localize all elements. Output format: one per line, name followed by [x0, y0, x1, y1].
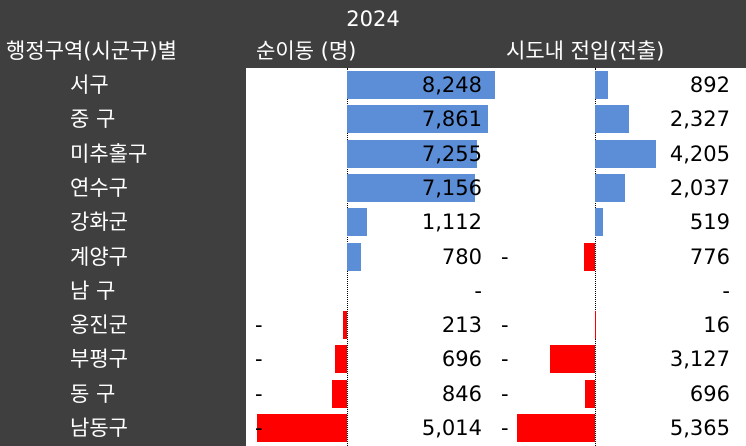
intra-move-value: 2,327 — [669, 107, 730, 132]
net-migration-value: 780 — [441, 244, 482, 269]
intra-move-bar — [595, 105, 629, 134]
intra-move-bar — [583, 242, 595, 271]
intra-move-bar — [517, 414, 595, 442]
district-label: 중 구 — [70, 107, 116, 132]
intra-move-bar — [595, 71, 608, 99]
intra-move-value: 892 — [689, 73, 730, 97]
intra-move-sign: - — [501, 347, 509, 372]
intra-move-sign: - — [501, 381, 509, 406]
intra-move-value: 5,365 — [669, 416, 730, 440]
district-label: 강화군 — [70, 210, 128, 235]
intra-move-bar — [549, 345, 595, 374]
intra-province-move-column-header: 시도내 전입(전출) — [506, 39, 665, 63]
net-migration-value: 213 — [441, 313, 482, 338]
net-migration-sign: - — [255, 381, 263, 406]
intra-move-bar — [584, 379, 595, 408]
district-label: 동 구 — [70, 381, 116, 406]
net-migration-value: 696 — [441, 347, 482, 372]
net-migration-column-header: 순이동 (명) — [256, 39, 357, 63]
intra-move-value: 519 — [689, 210, 730, 235]
intra-move-value: 696 — [689, 381, 730, 406]
net-migration-value: 8,248 — [421, 73, 482, 97]
district-label: 연수구 — [70, 175, 128, 200]
intra-move-sign: - — [501, 416, 509, 440]
net-migration-sign: - — [255, 313, 263, 338]
intra-move-sign: - — [501, 313, 509, 338]
net-migration-value: 7,861 — [421, 107, 482, 132]
net-migration-bar — [257, 414, 347, 442]
net-migration-sign: - — [255, 347, 263, 372]
net-migration-value: 846 — [441, 381, 482, 406]
district-label: 남동구 — [70, 416, 128, 440]
intra-move-value: 16 — [703, 313, 730, 338]
net-migration-bar — [347, 208, 367, 237]
district-label: 남 구 — [70, 278, 116, 303]
net-migration-bar — [347, 105, 489, 134]
intra-move-value: 776 — [689, 244, 730, 269]
net-migration-value: 7,156 — [421, 175, 482, 200]
district-column-background — [0, 68, 246, 446]
region-column-header: 행정구역(시군구)별 — [6, 39, 177, 63]
district-label: 계양구 — [70, 244, 128, 269]
net-migration-bar — [347, 71, 495, 99]
net-migration-bar — [331, 379, 347, 408]
net-migration-value: 5,014 — [421, 416, 482, 440]
intra-move-value: 3,127 — [669, 347, 730, 372]
intra-move-value: 2,037 — [669, 175, 730, 200]
net-migration-bar — [347, 242, 361, 271]
net-migration-value: 1,112 — [421, 210, 482, 235]
net-migration-sign: - — [255, 416, 263, 440]
net-migration-value: - — [474, 278, 482, 303]
intra-move-sign: - — [501, 244, 509, 269]
year-header: 2024 — [346, 7, 400, 31]
net-migration-bar — [347, 139, 478, 168]
intra-move-zero-axis — [595, 68, 596, 446]
intra-move-value: 4,205 — [669, 141, 730, 166]
district-label: 옹진군 — [70, 313, 128, 338]
intra-move-bar — [595, 139, 657, 168]
header-background — [0, 0, 746, 68]
net-migration-bar — [343, 311, 347, 340]
net-migration-value: 7,255 — [421, 141, 482, 166]
intra-move-bar — [595, 173, 625, 202]
district-label: 미추홀구 — [70, 141, 148, 166]
intra-move-value: - — [722, 278, 730, 303]
net-migration-bar — [334, 345, 347, 374]
net-migration-bar — [347, 173, 476, 202]
district-label: 부평구 — [70, 347, 128, 372]
district-label: 서구 — [70, 73, 109, 97]
intra-move-bar — [595, 208, 603, 237]
